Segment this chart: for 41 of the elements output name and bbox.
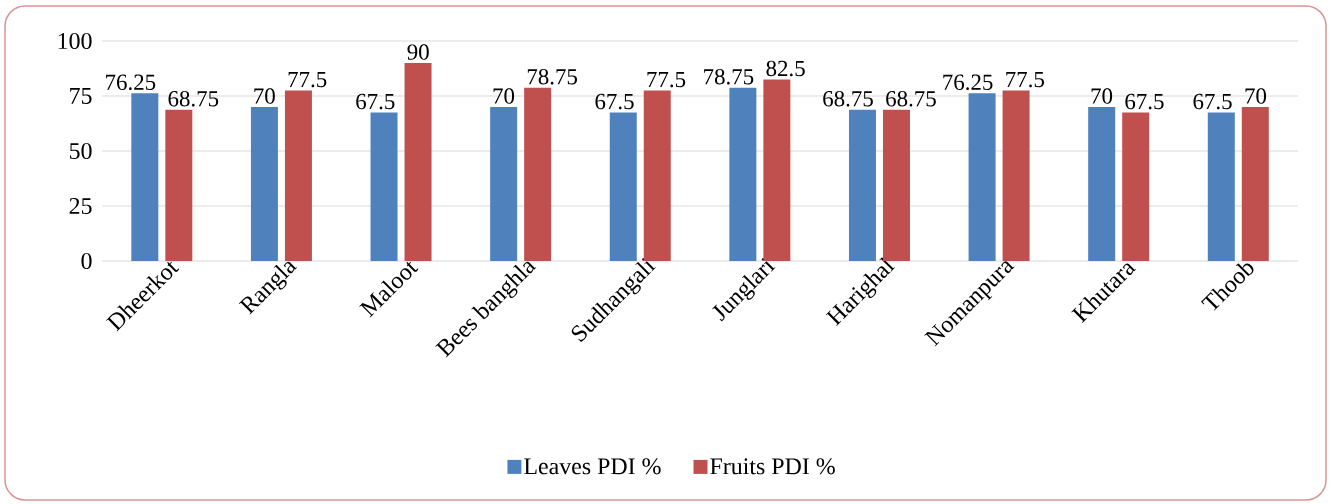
y-tick-label: 25 bbox=[69, 197, 92, 215]
bar bbox=[404, 62, 432, 261]
data-label: 70 bbox=[254, 88, 275, 104]
bar bbox=[524, 87, 552, 261]
y-tick-label: 75 bbox=[70, 88, 92, 104]
bar bbox=[250, 106, 278, 261]
y-tick-label: 50 bbox=[69, 142, 92, 160]
bar bbox=[131, 93, 159, 261]
data-label: 68.75 bbox=[823, 90, 873, 107]
y-tick-label: 0 bbox=[81, 252, 92, 270]
data-label: 78.75 bbox=[527, 68, 578, 85]
bar bbox=[1002, 90, 1030, 261]
data-label: 76.25 bbox=[943, 74, 993, 91]
data-label: 67.5 bbox=[356, 93, 395, 110]
data-label: 90 bbox=[407, 44, 429, 60]
data-label: 67.5 bbox=[1193, 93, 1232, 110]
bar bbox=[165, 109, 193, 261]
data-label: 70 bbox=[493, 88, 515, 104]
data-label: 76.25 bbox=[106, 74, 156, 91]
data-label: 82.5 bbox=[766, 60, 805, 77]
y-tick-label: 100 bbox=[58, 32, 92, 50]
legend-label: Fruits PDI % bbox=[710, 458, 835, 475]
data-label: 78.75 bbox=[704, 68, 754, 85]
data-label: 77.5 bbox=[288, 71, 327, 88]
bar bbox=[284, 90, 312, 261]
bar bbox=[1241, 106, 1269, 261]
bar bbox=[968, 93, 996, 261]
data-label: 67.5 bbox=[1125, 93, 1164, 110]
bar bbox=[1122, 112, 1150, 261]
data-label: 70 bbox=[1245, 88, 1267, 104]
data-label: 77.5 bbox=[647, 71, 686, 88]
bar bbox=[490, 106, 518, 261]
data-label: 77.5 bbox=[1006, 71, 1044, 88]
data-label: 68.75 bbox=[886, 90, 936, 107]
data-label: 67.5 bbox=[595, 93, 634, 110]
bar bbox=[1088, 106, 1116, 261]
data-label: 68.75 bbox=[168, 90, 219, 107]
bar bbox=[1207, 112, 1235, 261]
legend-label: Leaves PDI % bbox=[524, 458, 661, 475]
data-label: 70 bbox=[1091, 88, 1113, 104]
bar bbox=[370, 112, 398, 261]
